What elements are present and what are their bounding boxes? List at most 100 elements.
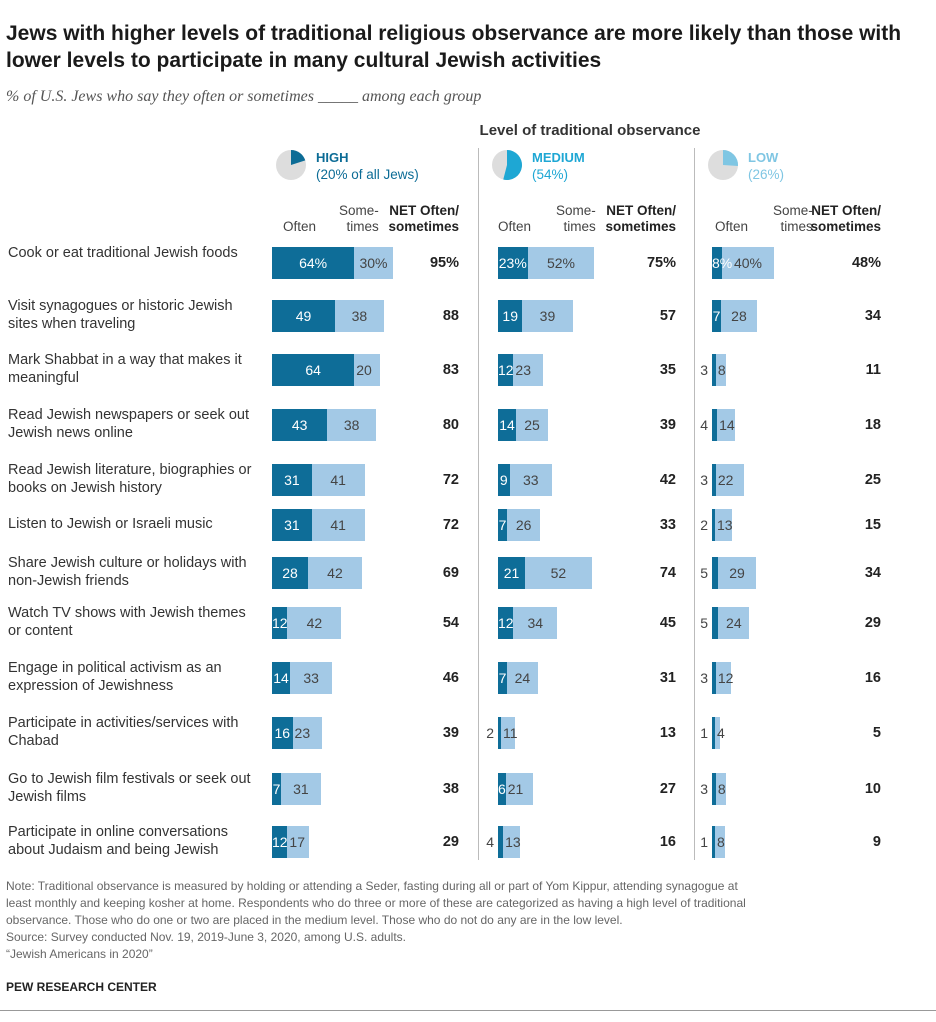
value-sometimes: 12 (717, 670, 734, 686)
bar-sometimes (501, 717, 516, 749)
value-net: 75% (646, 255, 676, 271)
value-often: 7 (498, 517, 507, 533)
value-often: 49 (295, 308, 312, 324)
column-header-often: Often (498, 219, 532, 234)
value-often: 14 (273, 670, 289, 686)
bar-often (712, 773, 716, 805)
bar-often (498, 773, 506, 805)
value-net: 95% (429, 255, 459, 271)
bar-often (272, 607, 288, 639)
bar-sometimes (715, 662, 732, 694)
footnote: Note: Traditional observance is measured… (6, 878, 926, 963)
value-net: 54 (442, 615, 459, 631)
bar-sometimes (717, 409, 736, 441)
bar-often (272, 509, 312, 541)
value-net: 18 (864, 417, 881, 433)
bar-sometimes (718, 557, 756, 589)
bar-often (712, 464, 716, 496)
value-sometimes: 42 (327, 565, 343, 581)
value-net: 13 (659, 725, 676, 741)
value-net: 88 (442, 308, 459, 324)
value-net: 29 (442, 834, 459, 850)
value-net: 46 (442, 670, 459, 686)
value-net: 45 (659, 615, 676, 631)
value-often: 31 (284, 472, 300, 488)
bar-sometimes (311, 464, 365, 496)
value-often: 12 (498, 615, 514, 631)
value-net: 57 (659, 308, 676, 324)
value-net: 48% (851, 255, 881, 271)
value-sometimes: 8 (717, 834, 725, 850)
value-net: 39 (659, 417, 676, 433)
value-sometimes: 24 (514, 670, 531, 686)
bar-sometimes (292, 717, 323, 749)
bar-often (712, 354, 716, 386)
bar-often (498, 409, 516, 441)
bar-often (498, 826, 504, 858)
value-sometimes: 28 (731, 308, 747, 324)
bar-often (498, 354, 514, 386)
value-net: 16 (864, 670, 881, 686)
value-often: 14 (499, 417, 515, 433)
group-pie-slice (291, 150, 306, 165)
bar-sometimes (506, 509, 541, 541)
group-pie-icon (276, 150, 306, 180)
value-sometimes: 41 (330, 517, 346, 533)
column-header-often: Often (283, 219, 317, 234)
bar-sometimes (715, 717, 721, 749)
group-name: LOW (748, 150, 779, 165)
column-header-sometimes: Some- times (773, 203, 813, 234)
value-sometimes: 23 (294, 725, 311, 741)
group-pie-slice (503, 150, 522, 180)
value-often: 43 (291, 417, 308, 433)
value-often: 7 (272, 781, 281, 797)
value-net: 34 (864, 308, 881, 324)
value-sometimes: 26 (515, 517, 532, 533)
value-sometimes: 21 (507, 781, 524, 797)
value-often: 31 (284, 517, 300, 533)
bar-often (272, 773, 281, 805)
bar-often (498, 607, 514, 639)
bar-often (272, 662, 290, 694)
value-net: 29 (864, 615, 881, 631)
bar-often (272, 717, 293, 749)
bar-sometimes (505, 773, 533, 805)
value-sometimes: 29 (729, 565, 745, 581)
group-pie-slice (723, 150, 738, 166)
value-often: 2 (700, 517, 708, 533)
row-label: Cook or eat traditional Jewish foods (8, 245, 238, 261)
value-net: 5 (872, 725, 881, 741)
value-net: 72 (442, 517, 459, 533)
bar-sometimes (354, 354, 380, 386)
bar-often (498, 464, 510, 496)
value-net: 9 (872, 834, 881, 850)
bar-often (712, 509, 715, 541)
value-net: 74 (659, 565, 676, 581)
value-net: 38 (442, 781, 459, 797)
group-share: (54%) (532, 167, 569, 182)
value-often: 8% (712, 255, 733, 271)
bar-often (272, 247, 355, 279)
value-sometimes: 33 (522, 472, 539, 488)
bar-sometimes (527, 247, 595, 279)
bar-sometimes (524, 557, 592, 589)
value-net: 72 (442, 472, 459, 488)
value-net: 42 (659, 472, 676, 488)
value-sometimes: 40% (733, 255, 762, 271)
value-sometimes: 39 (539, 308, 556, 324)
value-often: 19 (502, 308, 518, 324)
bar-often (712, 300, 721, 332)
bar-sometimes (715, 354, 727, 386)
column-header-net: NET Often/ sometimes (810, 203, 881, 234)
bar-often (712, 409, 718, 441)
value-sometimes: 52% (546, 255, 575, 271)
value-often: 5 (700, 615, 708, 631)
bar-sometimes (715, 773, 727, 805)
bar-sometimes (327, 409, 377, 441)
bar-sometimes (503, 826, 520, 858)
group-pie-icon (492, 150, 522, 180)
bar-often (498, 557, 525, 589)
bar-often (712, 717, 715, 749)
bar-sometimes (718, 607, 750, 639)
bar-sometimes (722, 247, 774, 279)
